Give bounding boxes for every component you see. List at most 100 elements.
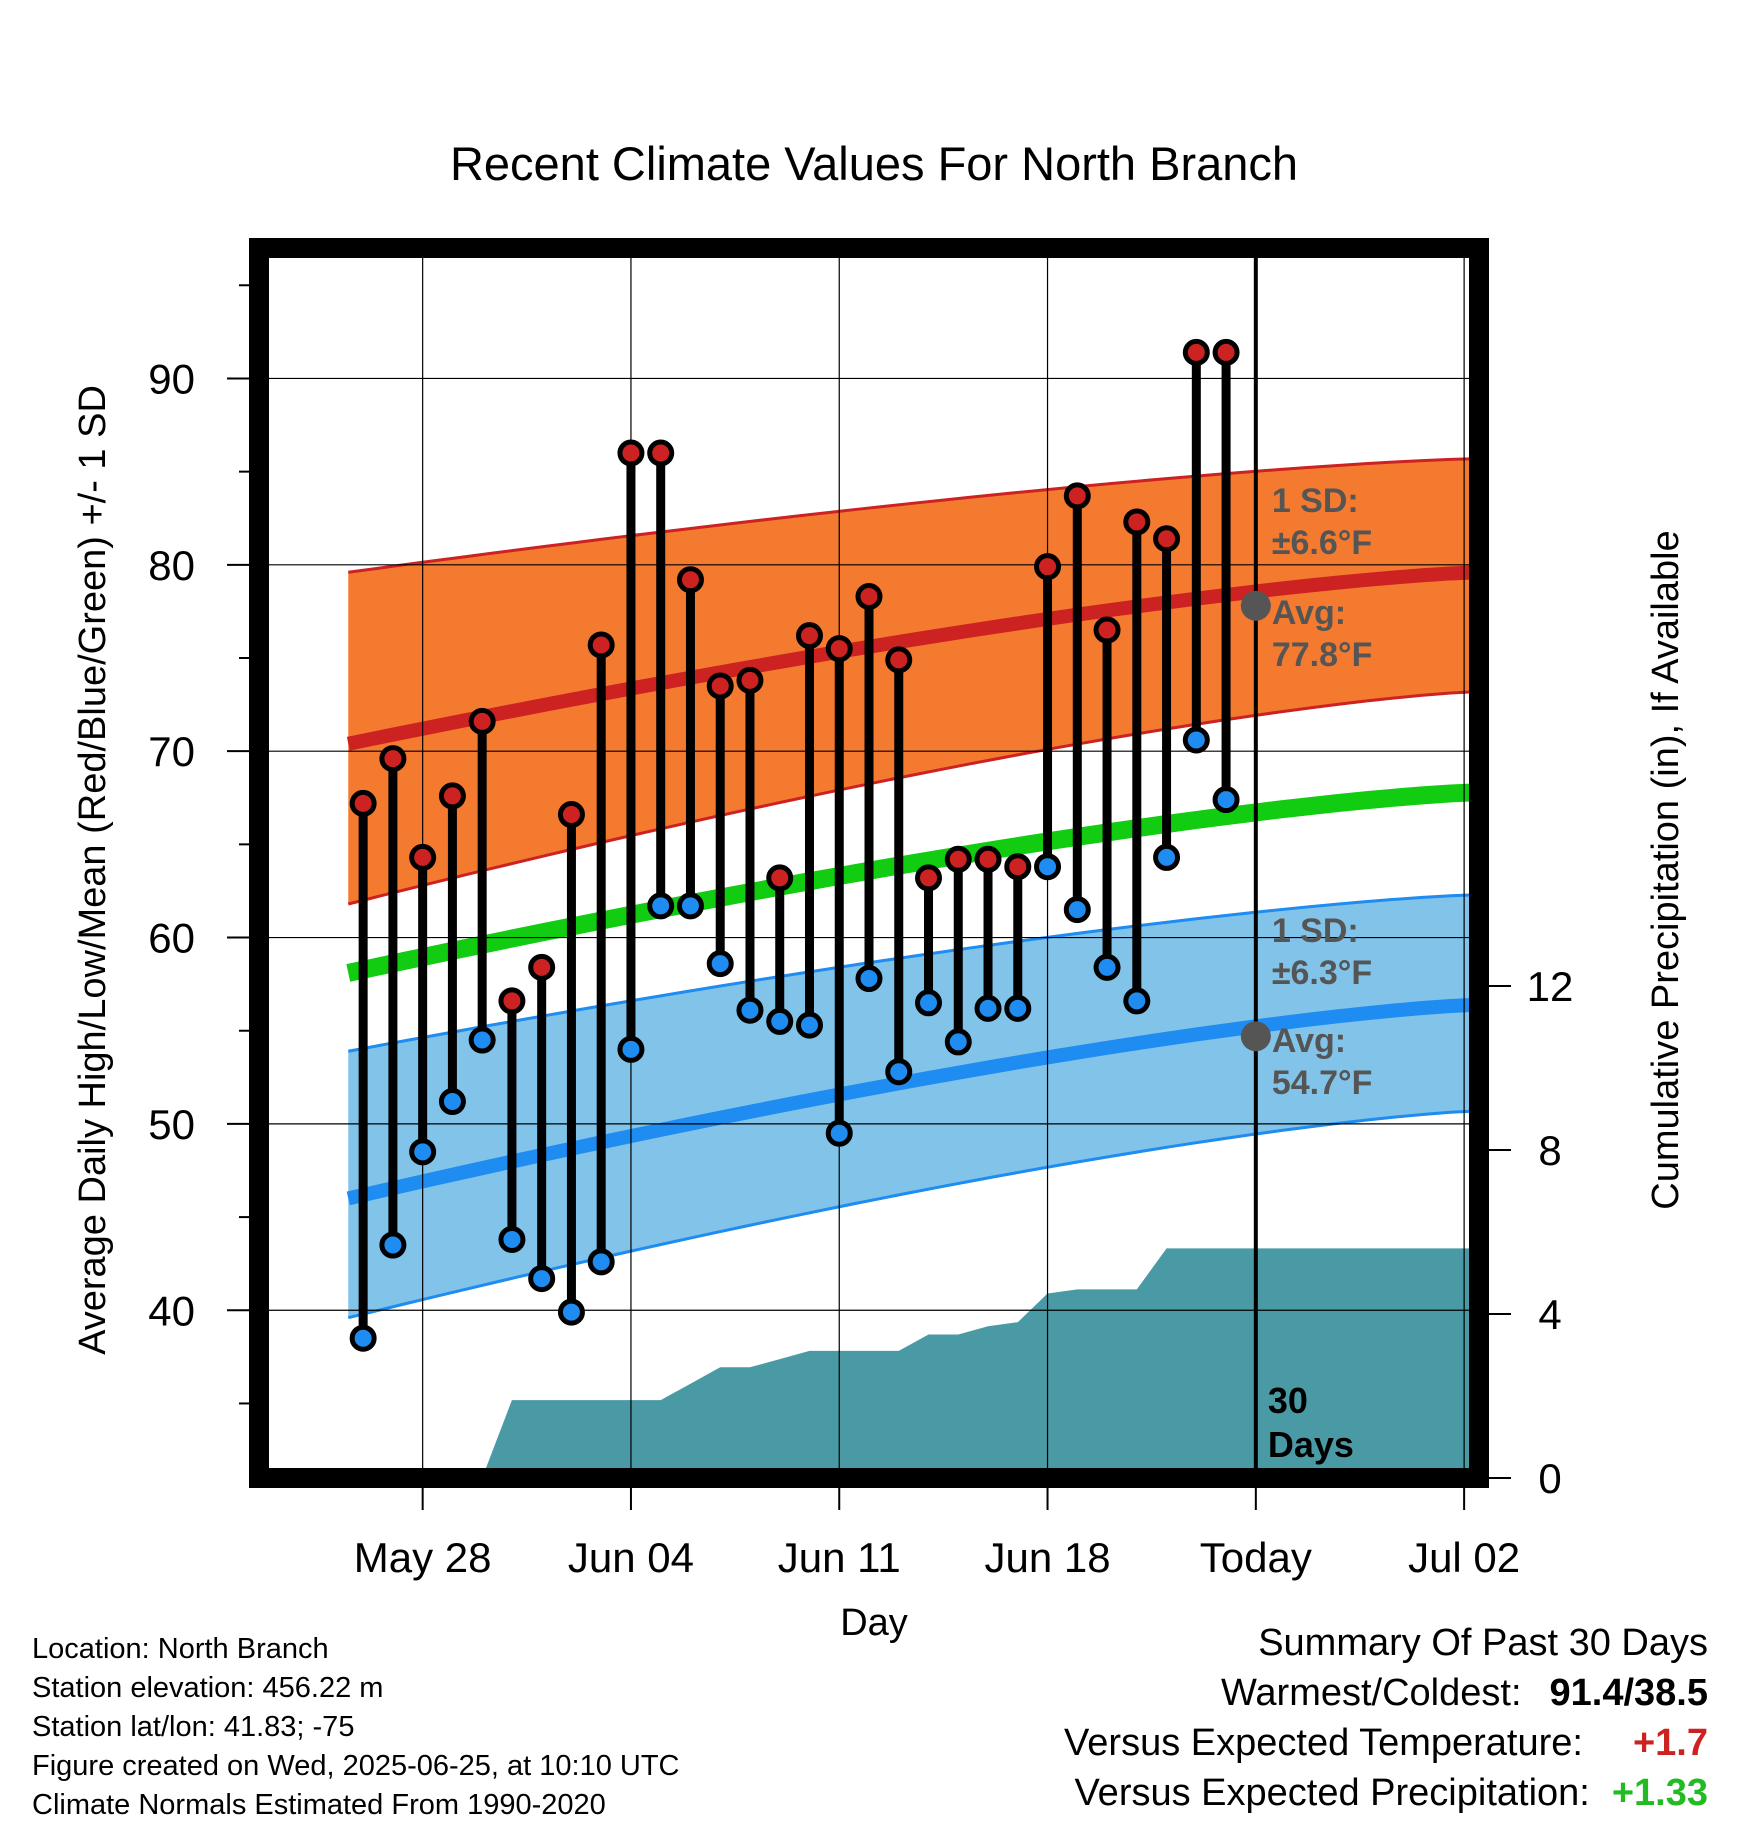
daily-high-point [944,845,972,873]
plot-frame [249,238,1489,1488]
daily-low-point [1063,896,1091,924]
daily-high-point [1004,853,1032,881]
daily-high-point [974,845,1002,873]
daily-high-point [915,864,943,892]
summary-temp-row: Versus Expected Temperature: +1.7 [1064,1722,1708,1765]
daily-high-point [706,672,734,700]
daily-high-point [438,782,466,810]
daily-low-point [528,1265,556,1293]
low-sd-value: ±6.3°F [1272,954,1372,992]
summary-precip-row: Versus Expected Precipitation: +1.33 [1074,1772,1708,1815]
daily-high-point [795,622,823,650]
daily-high-point [557,801,585,829]
info-location: Location: North Branch [32,1633,329,1665]
precipitation-area-layer [482,1248,1479,1478]
high-avg-label: Avg: [1272,594,1346,632]
daily-high-point [676,566,704,594]
info-created: Figure created on Wed, 2025-06-25, at 10… [32,1750,680,1782]
summary-heading: Summary Of Past 30 Days [1258,1622,1708,1664]
y2-tick-label: 4 [1538,1291,1561,1338]
daily-low-point [1123,987,1151,1015]
summary-warmest-row: Warmest/Coldest: 91.4/38.5 [1221,1672,1708,1715]
x-tick-label: Jun 11 [778,1534,901,1581]
daily-high-point [1212,338,1240,366]
daily-high-point [617,439,645,467]
x-tick-label: Jun 04 [568,1534,694,1581]
precipitation-area [482,1248,1479,1478]
daily-high-point [1093,616,1121,644]
y-axis-label: Average Daily High/Low/Mean (Red/Blue/Gr… [72,385,114,1355]
summary-warmest-value: 91.4/38.5 [1549,1672,1708,1714]
low-sd-label: 1 SD: [1272,912,1359,950]
period-label-line2: Days [1268,1424,1354,1465]
x-axis-label: Day [840,1602,908,1644]
daily-low-point [1212,786,1240,814]
low-avg-label: Avg: [1272,1022,1346,1060]
high-avg-marker [1240,590,1271,621]
y2-tick-label: 0 [1538,1455,1561,1502]
y2-tick-label: 8 [1538,1127,1561,1174]
daily-high-point [409,843,437,871]
daily-high-point [885,646,913,674]
daily-low-point [1153,843,1181,871]
daily-low-point [676,892,704,920]
x-tick-label: Jul 02 [1408,1534,1520,1581]
daily-low-point [1004,994,1032,1022]
daily-low-point [468,1026,496,1054]
daily-high-point [647,439,675,467]
low-avg-value: 54.7°F [1272,1064,1373,1102]
daily-low-point [647,892,675,920]
daily-high-point [736,666,764,694]
daily-low-point [617,1035,645,1063]
y-tick-label: 70 [148,728,195,775]
summary-temp-label: Versus Expected Temperature: [1064,1722,1583,1764]
daily-low-point [974,994,1002,1022]
annotation-layer: 1 SD: ±6.6°F Avg: 77.8°F 1 SD: ±6.3°F Avg: 54.7… [1240,482,1373,1465]
normal-high-band-lower-edge [347,690,1480,906]
summary-temp-value: +1.7 [1632,1722,1708,1764]
daily-high-point [1182,338,1210,366]
info-normals: Climate Normals Estimated From 1990-2020 [32,1789,606,1821]
daily-high-point [498,987,526,1015]
daily-high-point [349,789,377,817]
period-label-line1: 30 [1268,1380,1308,1421]
axis-layer: 40 50 60 70 80 90 0 4 8 12 May 28 Jun 04 Jun 11 Jun 1… [148,284,1574,1581]
daily-low-point [855,965,883,993]
daily-low-point [438,1088,466,1116]
summary-precip-label: Versus Expected Precipitation: [1074,1772,1590,1814]
daily-low-point [885,1058,913,1086]
summary-warmest-label: Warmest/Coldest: [1220,1672,1522,1714]
y-tick-label: 50 [148,1101,195,1148]
y-tick-label: 90 [148,355,195,402]
daily-range-layer [349,338,1240,1352]
y2-axis-label: Cumulative Precipitation (in), If Availa… [1645,530,1687,1209]
daily-low-point [349,1324,377,1352]
daily-low-point [379,1231,407,1259]
normal-high-line [346,565,1480,751]
normal-low-line [346,997,1480,1206]
y-tick-label: 40 [148,1287,195,1334]
daily-low-point [587,1248,615,1276]
daily-low-point [498,1225,526,1253]
daily-high-point [1063,482,1091,510]
high-sd-label: 1 SD: [1272,482,1359,520]
daily-high-point [766,864,794,892]
daily-high-point [855,583,883,610]
low-avg-marker [1240,1021,1271,1052]
daily-low-point [915,989,943,1017]
daily-low-point [1093,953,1121,981]
x-tick-label: May 28 [354,1534,492,1581]
y-tick-label: 80 [148,542,195,589]
y2-tick-label: 12 [1527,963,1574,1010]
daily-high-point [1034,553,1062,581]
normals-band-layer [346,457,1480,1320]
daily-high-point [1123,508,1151,536]
daily-high-point [468,707,496,735]
daily-low-point [557,1298,585,1326]
daily-high-point [825,635,853,663]
x-tick-label: Today [1200,1534,1312,1581]
high-sd-value: ±6.6°F [1272,524,1372,562]
daily-low-point [409,1138,437,1166]
plot-frame-layer [249,238,1489,1488]
